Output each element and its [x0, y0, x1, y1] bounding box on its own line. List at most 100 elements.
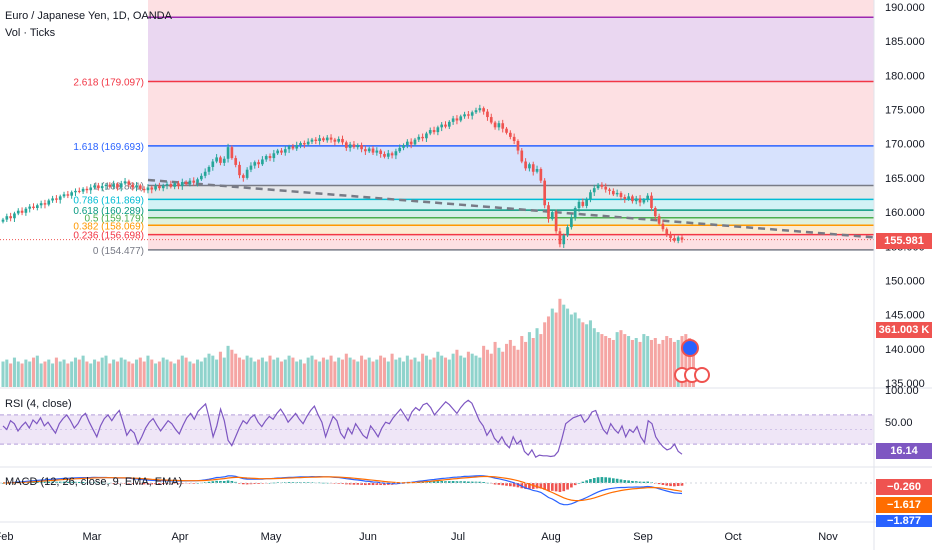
- volume-bar: [417, 361, 421, 387]
- volume-bar: [89, 363, 93, 387]
- macd-histogram-bar: [318, 482, 321, 484]
- macd-histogram-bar: [642, 481, 646, 483]
- macd-histogram-bar: [47, 481, 51, 483]
- volume-bar: [100, 357, 104, 387]
- volume-bar: [512, 345, 516, 387]
- macd-histogram-bar: [497, 483, 501, 485]
- macd-histogram-bar: [158, 483, 161, 485]
- macd-histogram-bar: [322, 482, 325, 484]
- candle-body: [333, 139, 337, 142]
- candle-body: [497, 123, 501, 128]
- macd-histogram-bar: [608, 477, 611, 483]
- volume-bar: [165, 359, 169, 387]
- volume-bar: [333, 361, 337, 387]
- time-tick-label: Aug: [541, 531, 561, 543]
- volume-bar: [516, 349, 520, 387]
- volume-bar: [569, 314, 573, 387]
- macd-histogram-bar: [470, 481, 474, 483]
- symbol-legend[interactable]: Euro / Japanese Yen, 1D, OANDA: [5, 10, 172, 22]
- macd-histogram-bar: [509, 483, 512, 487]
- macd-histogram-bar: [436, 481, 440, 483]
- fib-level-label: 0.382 (158.069): [73, 221, 144, 232]
- volume-bar: [424, 355, 428, 387]
- macd-histogram-bar: [524, 483, 527, 489]
- candle-body: [413, 139, 417, 145]
- candle-body: [66, 194, 70, 196]
- volume-bar: [306, 357, 310, 387]
- volume-bar: [566, 308, 570, 387]
- macd-histogram-bar: [77, 481, 81, 483]
- dividend-marker-icon[interactable]: [694, 367, 710, 383]
- candle-body: [421, 136, 424, 139]
- candle-body: [62, 194, 66, 197]
- volume-bar: [367, 357, 371, 387]
- candle-body: [638, 198, 642, 203]
- volume-bar: [382, 357, 386, 387]
- event-marker-icon[interactable]: [681, 339, 699, 357]
- candle-body: [516, 140, 520, 151]
- volume-bar: [669, 338, 673, 387]
- volume-bar: [230, 349, 234, 387]
- price-tick-label: 145.000: [885, 310, 925, 322]
- candle-body: [642, 199, 646, 203]
- candle-body: [310, 139, 314, 142]
- volume-bar: [497, 347, 501, 387]
- candle-body: [192, 180, 196, 183]
- volume-bar: [245, 355, 249, 387]
- candle-body: [440, 124, 444, 128]
- macd-histogram-bar: [455, 481, 459, 483]
- macd-histogram-bar: [43, 481, 47, 483]
- candle-body: [352, 144, 356, 148]
- volume-bar: [119, 357, 123, 387]
- macd-histogram-bar: [154, 483, 157, 485]
- macd-histogram-bar: [241, 483, 245, 485]
- macd-histogram-bar: [543, 483, 547, 490]
- volume-bar: [123, 359, 127, 387]
- fib-level-label: 0 (154.477): [93, 246, 144, 257]
- candle-body: [493, 122, 497, 128]
- fib-zone-cyan: [148, 199, 874, 211]
- macd-histogram-bar: [35, 481, 39, 483]
- macd-histogram-bar: [512, 483, 516, 487]
- candle-body: [375, 150, 379, 153]
- candle-body: [169, 184, 173, 187]
- volume-bar: [443, 357, 448, 387]
- volume-bar: [409, 359, 413, 387]
- volume-bar: [12, 357, 16, 387]
- candle-body: [631, 196, 634, 202]
- macd-histogram-bar: [573, 483, 577, 486]
- candle-body: [558, 231, 562, 245]
- volume-bar: [253, 361, 257, 387]
- volume-legend[interactable]: Vol · Ticks: [5, 27, 56, 39]
- rsi-legend[interactable]: RSI (4, close): [5, 398, 72, 410]
- macd-histogram-bar: [325, 482, 329, 484]
- volume-bar: [222, 357, 226, 387]
- macd-histogram-bar: [505, 483, 508, 486]
- time-tick-label: Mar: [83, 531, 102, 543]
- macd-histogram-bar: [112, 483, 115, 484]
- volume-bar: [455, 349, 459, 387]
- candle-body: [211, 161, 215, 167]
- volume-bar: [302, 363, 306, 387]
- macd-histogram-bar: [463, 481, 466, 483]
- volume-bar: [581, 322, 585, 387]
- macd-histogram-bar: [207, 481, 211, 483]
- candle-body: [28, 206, 32, 209]
- volume-bar: [363, 359, 367, 387]
- volume-bar: [493, 341, 497, 387]
- macd-histogram-bar: [371, 483, 375, 486]
- fib-level-label: 0.618 (160.289): [73, 206, 144, 217]
- candle-body: [314, 139, 318, 141]
- candle-body: [276, 150, 279, 154]
- candle-body: [123, 181, 127, 184]
- volume-bar: [321, 357, 325, 387]
- candle-body: [383, 153, 386, 157]
- time-tick-label: Nov: [818, 531, 838, 543]
- volume-bar: [649, 339, 654, 387]
- macd-histogram-bar: [55, 481, 58, 483]
- candle-body: [322, 138, 325, 141]
- candle-body: [261, 159, 264, 165]
- macd-legend[interactable]: MACD (12, 26, close, 9, EMA, EMA): [5, 476, 183, 488]
